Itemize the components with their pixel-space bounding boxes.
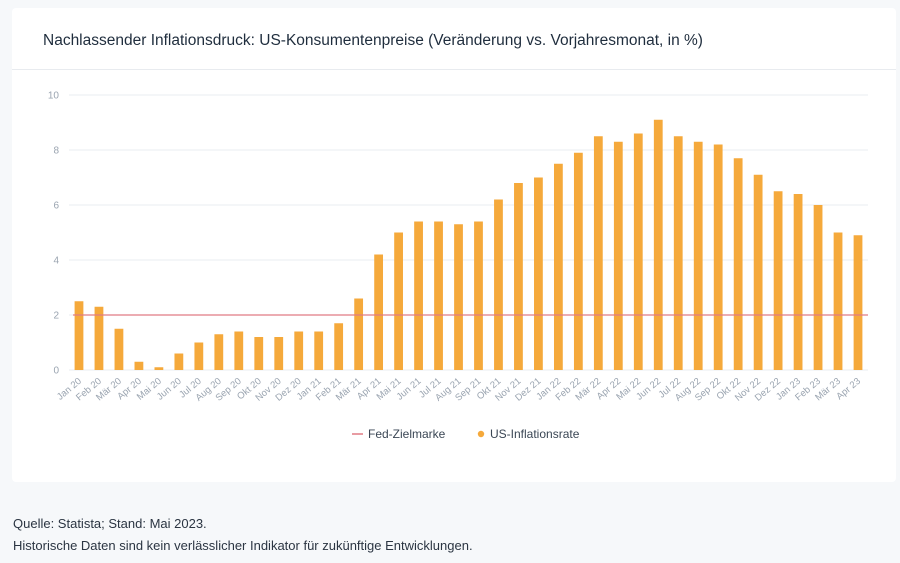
legend: Fed-Zielmarke US-Inflationsrate [352, 427, 580, 441]
bar [154, 367, 164, 370]
legend-label-target: Fed-Zielmarke [368, 427, 446, 441]
bar [74, 301, 84, 370]
bar [514, 183, 523, 370]
y-tick-label: 8 [53, 146, 59, 157]
bar [813, 205, 823, 370]
bar [733, 158, 743, 370]
y-axis-ticks: 0 2 4 6 8 10 [48, 91, 60, 377]
bar [633, 133, 643, 370]
y-tick-label: 6 [53, 201, 59, 212]
bar [833, 232, 843, 370]
bar [753, 174, 763, 370]
y-tick-label: 2 [53, 311, 59, 322]
bar [553, 163, 563, 370]
bar [254, 337, 264, 370]
legend-dot-marker [477, 430, 485, 438]
bar [693, 141, 703, 370]
bar [474, 221, 483, 370]
bar [274, 337, 284, 370]
legend-label-inflation: US-Inflationsrate [490, 427, 580, 441]
bar [613, 141, 623, 370]
bar-series [74, 119, 863, 370]
y-tick-label: 10 [48, 91, 60, 102]
bar [853, 235, 863, 370]
bar [94, 306, 104, 370]
bar [534, 177, 543, 370]
bar [773, 191, 783, 370]
card-header [12, 8, 896, 70]
bar [793, 194, 803, 370]
y-tick-label: 4 [53, 256, 59, 267]
disclaimer-note: Historische Daten sind kein verlässliche… [13, 538, 473, 553]
bar [234, 331, 244, 370]
bar [314, 331, 324, 370]
bar [713, 144, 723, 370]
bar [653, 119, 663, 370]
bar [354, 298, 364, 370]
bar [414, 221, 423, 370]
bar [294, 331, 304, 370]
bar [374, 254, 384, 370]
bar [394, 232, 403, 370]
bar [174, 353, 184, 370]
bar [673, 136, 683, 370]
bar [114, 328, 124, 370]
bar [454, 224, 463, 370]
bar [214, 334, 224, 370]
bar [593, 136, 603, 370]
bar [334, 323, 344, 370]
bar [494, 199, 503, 370]
bar [194, 342, 204, 370]
bar [573, 152, 583, 370]
bar [134, 361, 144, 370]
chart-title: Nachlassender Inflationsdruck: US-Konsum… [43, 32, 703, 49]
y-tick-label: 0 [53, 366, 59, 377]
bar [434, 221, 443, 370]
source-note: Quelle: Statista; Stand: Mai 2023. [13, 516, 207, 531]
grid-lines [69, 94, 868, 371]
chart-card: Nachlassender Inflationsdruck: US-Konsum… [12, 8, 896, 482]
